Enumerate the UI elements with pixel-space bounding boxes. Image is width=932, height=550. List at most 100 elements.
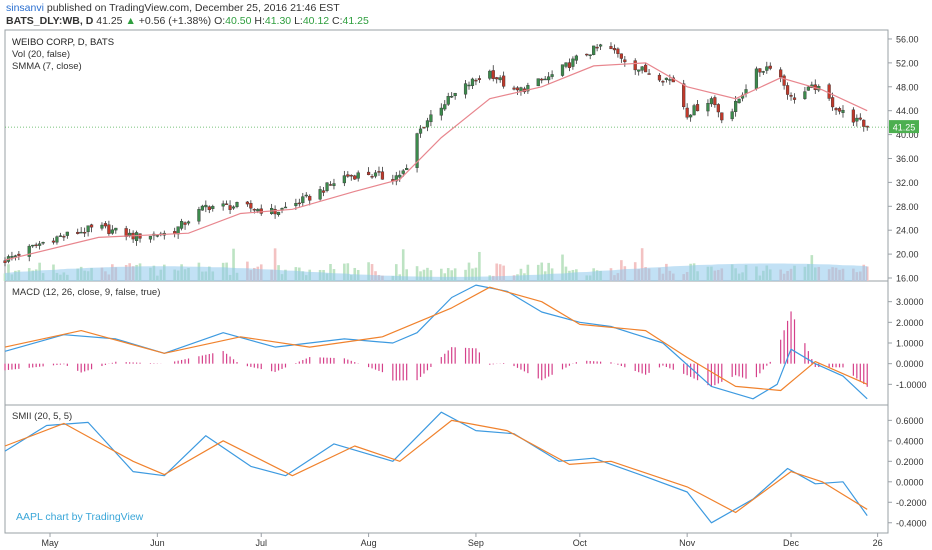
volume-bar: [329, 264, 332, 281]
volume-bar: [540, 262, 544, 281]
volume-bar: [401, 249, 405, 281]
smii-tick-label: 0.0000: [896, 477, 924, 487]
volume-ma-area: [5, 263, 868, 281]
macd-line: [4, 284, 868, 400]
volume-bar: [419, 271, 422, 281]
candle-body: [394, 175, 398, 182]
candle-body: [405, 168, 409, 171]
candle-body: [325, 182, 329, 191]
candle-body: [103, 223, 108, 227]
price-tick-label: 20.00: [896, 250, 919, 260]
smma-line: [4, 62, 868, 261]
candle-body: [51, 240, 56, 243]
candle-body: [758, 68, 762, 73]
candle-body: [789, 95, 793, 97]
candle-body: [560, 64, 565, 76]
candle-body: [13, 255, 17, 258]
candle-body: [65, 231, 69, 236]
candle-body: [79, 231, 83, 234]
price-tick-label: 24.00: [896, 226, 919, 236]
candle-body: [592, 45, 596, 55]
candle-body: [235, 202, 239, 207]
candle-body: [803, 91, 807, 99]
candle-body: [851, 109, 855, 123]
price-tick-label: 40.00: [896, 130, 919, 140]
candle-body: [682, 83, 686, 108]
last-price: 41.25: [96, 15, 123, 27]
volume-bar: [526, 264, 530, 281]
candle-body: [245, 201, 249, 205]
candle-body: [495, 77, 499, 80]
volume-bar: [464, 269, 467, 281]
candle-body: [827, 84, 831, 99]
x-tick-label: Aug: [361, 538, 377, 548]
candle-body: [211, 206, 215, 209]
author-link[interactable]: sinsanvi: [6, 2, 44, 14]
candle-body: [474, 79, 478, 82]
smii-tick-label: 0.4000: [896, 436, 924, 446]
smii-tick-label: -0.4000: [896, 518, 927, 528]
candle-body: [730, 111, 734, 120]
candle-body: [349, 174, 353, 177]
volume-bar: [467, 262, 471, 281]
candle-body: [491, 70, 495, 79]
candle-body: [228, 205, 232, 210]
high-label: H:: [254, 15, 265, 27]
candle-body: [664, 77, 668, 80]
publish-line: sinsanvi published on TradingView.com, D…: [6, 2, 340, 14]
candle-body: [616, 48, 620, 54]
candle-body: [225, 203, 229, 205]
candle-body: [647, 73, 651, 75]
volume-bar: [547, 262, 550, 281]
candle-body: [443, 104, 447, 110]
smii-tick-label: 0.6000: [896, 416, 924, 426]
volume-bar: [453, 268, 457, 281]
candle-body: [695, 104, 700, 112]
candle-body: [304, 194, 308, 197]
price-tick-label: 56.00: [896, 34, 919, 44]
candle-body: [124, 228, 128, 237]
candle-body: [720, 112, 724, 121]
low-value: 40.12: [302, 15, 330, 27]
candle-body: [259, 208, 263, 214]
candle-body: [830, 97, 835, 108]
candle-body: [619, 53, 623, 59]
candle-body: [595, 46, 599, 49]
pane-title: WEIBO CORP, D, BATS: [12, 37, 114, 48]
candle-body: [128, 232, 132, 236]
candle-body: [429, 114, 433, 123]
candle-body: [713, 97, 717, 106]
candle-body: [256, 209, 260, 212]
volume-bar: [7, 264, 10, 281]
high-value: 41.30: [264, 15, 292, 27]
candle-body: [207, 206, 211, 211]
candle-body: [55, 236, 59, 243]
candle-body: [498, 77, 502, 81]
candle-body: [543, 78, 547, 81]
candle-body: [89, 224, 94, 228]
price-tick-label: 36.00: [896, 154, 919, 164]
candle-body: [855, 117, 859, 122]
candle-body: [685, 107, 689, 118]
candle-body: [834, 108, 838, 111]
candle-body: [612, 48, 617, 51]
smma-label: SMMA (7, close): [12, 61, 82, 72]
low-label: L:: [294, 15, 303, 27]
macd-tick-label: 0.0000: [896, 359, 924, 369]
candle-body: [294, 202, 298, 206]
candle-body: [765, 66, 769, 71]
volume-bar: [495, 263, 499, 281]
candle-body: [477, 78, 481, 80]
price-tick-label: 52.00: [896, 58, 919, 68]
candle-body: [644, 64, 648, 73]
volume-bar: [415, 266, 419, 281]
candle-body: [734, 100, 738, 112]
candle-body: [273, 209, 277, 215]
candle-body: [342, 175, 346, 184]
candle-body: [841, 109, 845, 113]
symbol-label: BATS_DLY:WB, D: [6, 15, 94, 27]
candle-body: [321, 190, 326, 193]
candle-body: [346, 174, 350, 177]
candle-body: [301, 196, 305, 204]
